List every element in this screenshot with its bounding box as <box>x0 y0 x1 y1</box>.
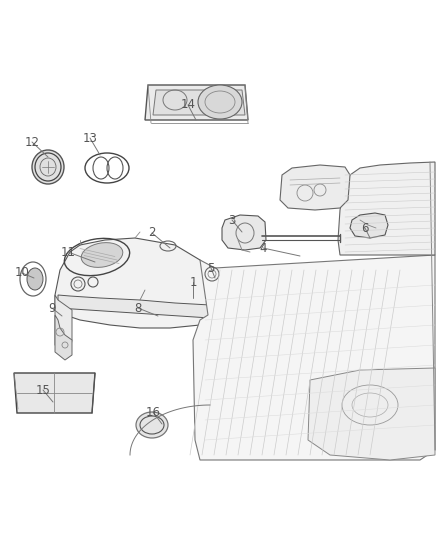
Text: 15: 15 <box>35 384 50 397</box>
Polygon shape <box>153 90 245 115</box>
Ellipse shape <box>81 243 123 268</box>
Text: 12: 12 <box>25 135 39 149</box>
Text: 3: 3 <box>228 214 236 227</box>
Polygon shape <box>58 295 210 318</box>
Ellipse shape <box>32 150 64 184</box>
Text: 14: 14 <box>180 99 195 111</box>
Text: 4: 4 <box>259 241 267 254</box>
Polygon shape <box>308 368 435 460</box>
Ellipse shape <box>136 412 168 438</box>
Ellipse shape <box>198 85 242 119</box>
Text: 6: 6 <box>361 222 369 235</box>
Polygon shape <box>145 85 248 120</box>
Text: 1: 1 <box>189 276 197 288</box>
Text: 10: 10 <box>14 266 29 279</box>
Text: 5: 5 <box>207 262 215 274</box>
Polygon shape <box>55 295 72 352</box>
Text: 9: 9 <box>48 302 56 314</box>
Polygon shape <box>350 213 388 238</box>
Polygon shape <box>55 315 72 360</box>
Text: 11: 11 <box>60 246 75 259</box>
Polygon shape <box>55 238 215 328</box>
Text: 13: 13 <box>82 132 97 144</box>
Text: 8: 8 <box>134 302 141 314</box>
Text: 16: 16 <box>145 406 160 418</box>
Ellipse shape <box>27 268 43 290</box>
Polygon shape <box>280 165 350 210</box>
Polygon shape <box>193 255 435 460</box>
Polygon shape <box>14 373 95 413</box>
Polygon shape <box>338 162 435 255</box>
Text: 2: 2 <box>148 227 156 239</box>
Polygon shape <box>222 215 266 250</box>
